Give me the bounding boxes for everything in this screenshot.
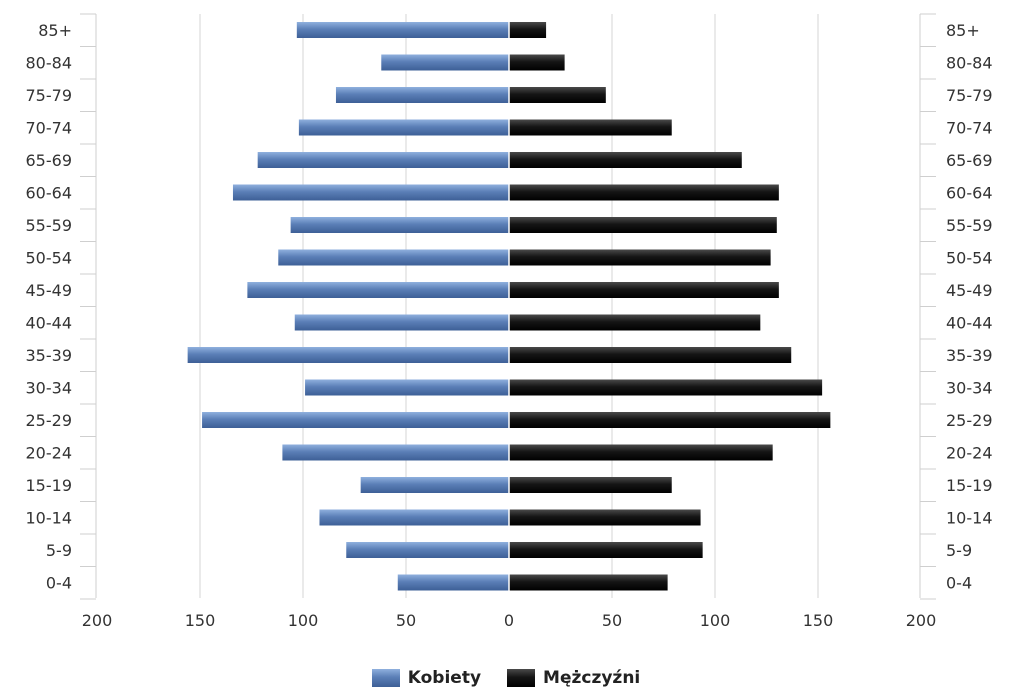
age-label-right: 80-84 (946, 54, 993, 73)
grid-layer (80, 13, 936, 600)
bar-female (278, 249, 509, 266)
age-label-left: 50-54 (26, 249, 73, 268)
bar-female (290, 217, 509, 233)
labels-layer: 200 150 100 50 0 50 100 150 200 85+ 85+ 80-84 80-84 7… (26, 21, 993, 630)
age-label-left: 35-39 (26, 346, 73, 365)
x-tick-label: 50 (396, 611, 416, 630)
bar-female (381, 54, 509, 71)
age-label-right: 0-4 (946, 574, 972, 593)
x-tick-label: 100 (288, 611, 319, 630)
age-label-left: 40-44 (26, 314, 73, 333)
age-label-left: 20-24 (26, 444, 73, 463)
bar-male (509, 477, 672, 493)
age-label-right: 20-24 (946, 444, 993, 463)
age-label-right: 15-19 (946, 476, 993, 495)
bar-male (509, 282, 779, 298)
bar-male (509, 379, 823, 396)
legend-item-male: Mężczyźni (507, 668, 640, 688)
bar-male (509, 444, 773, 461)
bar-female (360, 477, 509, 493)
bar-male (509, 152, 742, 168)
bar-female (298, 119, 509, 136)
bar-female (305, 379, 509, 396)
bar-male (509, 87, 606, 103)
bar-female (232, 184, 509, 201)
age-label-left: 85+ (38, 21, 72, 40)
bar-male (509, 347, 792, 363)
age-label-left: 65-69 (26, 151, 73, 170)
bar-female (282, 444, 509, 461)
age-label-right: 10-14 (946, 509, 993, 528)
age-label-left: 45-49 (26, 281, 73, 300)
x-tick-label: 200 (82, 611, 113, 630)
bar-female (346, 542, 509, 558)
legend-swatch-male (507, 669, 536, 687)
bar-female (187, 347, 509, 363)
legend-item-female: Kobiety (371, 668, 482, 688)
age-label-left: 55-59 (26, 216, 73, 235)
age-label-right: 45-49 (946, 281, 993, 300)
bar-female (296, 22, 509, 38)
age-label-left: 30-34 (26, 379, 73, 398)
x-tick-label: 0 (504, 611, 514, 630)
bar-male (509, 184, 779, 201)
age-label-right: 70-74 (946, 119, 993, 138)
bar-male (509, 314, 761, 331)
bar-male (509, 217, 777, 233)
age-label-left: 75-79 (26, 86, 73, 105)
age-label-right: 25-29 (946, 411, 993, 430)
x-tick-label: 50 (602, 611, 622, 630)
bar-male (509, 574, 668, 591)
age-label-left: 15-19 (26, 476, 73, 495)
age-label-right: 60-64 (946, 184, 993, 203)
age-label-right: 55-59 (946, 216, 993, 235)
age-label-right: 30-34 (946, 379, 993, 398)
bar-female (397, 574, 509, 591)
x-tick-label: 100 (700, 611, 731, 630)
legend-swatch-female (371, 669, 400, 687)
bar-male (509, 249, 771, 266)
bar-male (509, 412, 831, 428)
bar-male (509, 542, 703, 558)
age-label-left: 25-29 (26, 411, 73, 430)
age-label-right: 40-44 (946, 314, 993, 333)
age-label-left: 5-9 (46, 541, 72, 560)
bar-male (509, 54, 565, 71)
bar-female (294, 314, 509, 331)
age-label-left: 80-84 (26, 54, 73, 73)
bar-male (509, 22, 547, 38)
age-label-right: 65-69 (946, 151, 993, 170)
bar-female (202, 412, 509, 428)
legend: Kobiety Mężczyźni (0, 664, 1012, 692)
bars-layer (187, 14, 831, 598)
x-tick-label: 200 (906, 611, 937, 630)
age-label-right: 5-9 (946, 541, 972, 560)
bar-female (247, 282, 509, 298)
x-tick-label: 150 (185, 611, 216, 630)
bar-female (257, 152, 509, 168)
age-label-left: 10-14 (26, 509, 73, 528)
bar-male (509, 509, 701, 526)
population-pyramid-chart: 200 150 100 50 0 50 100 150 200 85+ 85+ 80-84 80-84 7… (26, 13, 993, 630)
age-label-left: 70-74 (26, 119, 73, 138)
x-tick-label: 150 (803, 611, 834, 630)
legend-label-female: Kobiety (407, 668, 482, 688)
age-label-right: 35-39 (946, 346, 993, 365)
age-label-right: 85+ (946, 21, 980, 40)
legend-label-male: Mężczyźni (543, 668, 641, 688)
age-label-right: 50-54 (946, 249, 993, 268)
age-label-left: 60-64 (26, 184, 73, 203)
age-label-right: 75-79 (946, 86, 993, 105)
age-label-left: 0-4 (46, 574, 72, 593)
bar-female (335, 87, 509, 103)
bar-male (509, 119, 672, 136)
bar-female (319, 509, 509, 526)
